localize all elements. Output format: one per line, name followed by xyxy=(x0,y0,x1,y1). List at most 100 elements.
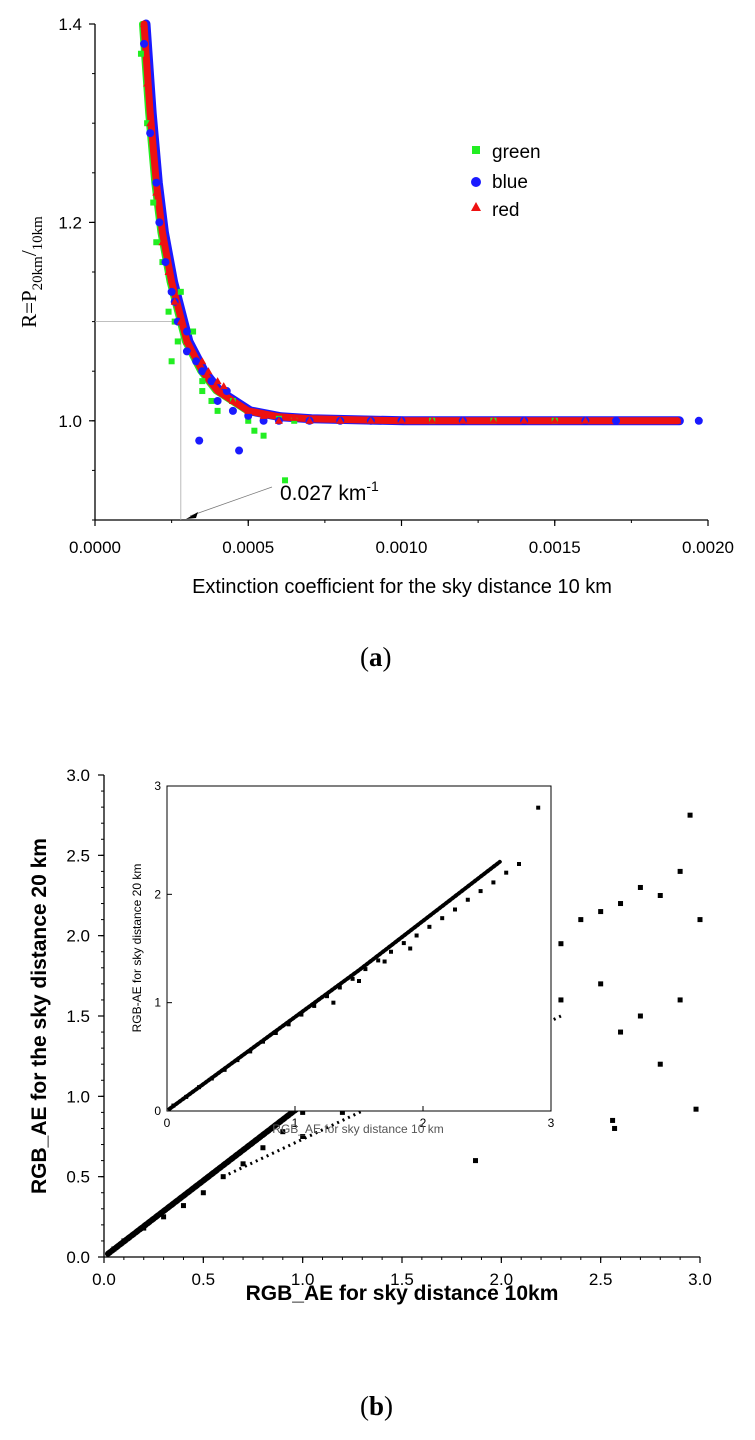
inset-data-point xyxy=(478,889,483,894)
data-point-red xyxy=(213,377,222,385)
inset-data-point xyxy=(453,907,457,912)
x-tick-label-b: 0.0 xyxy=(92,1270,116,1289)
data-point-green xyxy=(199,388,206,395)
legend-label-blue: blue xyxy=(492,172,528,193)
data-point-b xyxy=(300,1134,306,1139)
data-point-blue xyxy=(152,178,161,187)
panel-b-chart: 0.0 0.5 1.0 1.5 2.0 2.5 3.0 0.0 0.5 1.0 1.5 2.0 2.5 3… xyxy=(28,766,712,1305)
panel-label-a-close: ) xyxy=(382,642,392,672)
data-point-b xyxy=(657,893,663,898)
data-point-red xyxy=(673,416,682,424)
inset-data-point xyxy=(504,870,509,875)
data-point-red xyxy=(158,238,167,246)
inset-x-axis-label: RGB_AE for sky distance 10 km xyxy=(272,1122,443,1136)
data-point-red xyxy=(428,416,437,424)
x-tick-label-a: 0.0005 xyxy=(222,538,274,557)
data-point-b xyxy=(558,997,564,1003)
inset-data-point xyxy=(299,1012,304,1017)
data-point-b xyxy=(657,1061,663,1067)
data-point-b xyxy=(180,1203,186,1209)
inset-data-point xyxy=(536,805,541,810)
inset-data-point xyxy=(427,924,432,929)
data-point-red xyxy=(182,337,191,345)
data-point-b xyxy=(578,917,584,923)
inset-data-point xyxy=(248,1049,253,1054)
data-point-green xyxy=(168,358,175,365)
data-point-green xyxy=(190,328,197,335)
inset-data-point xyxy=(209,1076,214,1081)
data-point-green xyxy=(144,120,151,127)
curve-band-red xyxy=(140,20,681,425)
data-point-b xyxy=(473,1158,479,1164)
y-axis-label-a-sub1: 20km xyxy=(30,256,46,291)
annotation-leader-a xyxy=(189,486,273,517)
panel-label-a-open: ( xyxy=(360,642,369,672)
y-tick-label-b: 1.5 xyxy=(66,1007,90,1026)
y-tick-label-b: 0.5 xyxy=(66,1168,90,1187)
inset-data-point xyxy=(261,1039,265,1044)
y-axis-label-a-mid: / xyxy=(17,250,41,256)
legend-marker-green xyxy=(472,146,480,154)
curve-band-green xyxy=(139,21,679,424)
data-point-b xyxy=(300,1109,306,1115)
data-point-green xyxy=(208,397,215,404)
inset-y-axis-label: RGB-AE for sky distance 20 km xyxy=(130,864,144,1033)
data-point-blue xyxy=(146,129,155,138)
data-point-red xyxy=(176,317,185,325)
y-tick-label-b: 0.0 xyxy=(66,1248,90,1267)
plot-area-a xyxy=(95,24,708,520)
data-point-red xyxy=(366,416,375,424)
data-point-b xyxy=(598,909,604,915)
data-point-red xyxy=(152,188,161,196)
data-point-blue xyxy=(198,367,207,376)
inset-y-tick-label: 3 xyxy=(154,779,161,793)
y-axis-label-a-main: R=P xyxy=(17,290,41,328)
x-tick-label-a: 0.0010 xyxy=(376,538,428,557)
data-point-red xyxy=(228,396,237,404)
data-point-blue xyxy=(182,347,191,356)
x-tick-label-b: 1.0 xyxy=(291,1270,315,1289)
data-point-green xyxy=(282,477,289,484)
inset-data-point xyxy=(235,1058,240,1063)
data-point-blue xyxy=(167,287,176,296)
y-tick-label-a: 1.2 xyxy=(58,213,82,232)
y-tick-label-b: 2.0 xyxy=(66,927,90,946)
curve-band-blue xyxy=(141,19,684,426)
data-point-red xyxy=(189,347,198,355)
data-point-blue xyxy=(207,377,216,386)
x-tick-label-b: 2.0 xyxy=(490,1270,514,1289)
annotation-text-a: 0.027 km-1 xyxy=(280,478,379,505)
data-point-red xyxy=(259,411,268,419)
data-point-blue xyxy=(140,39,149,48)
data-point-blue xyxy=(155,218,164,227)
data-point-blue xyxy=(192,357,201,366)
data-point-b xyxy=(121,1238,127,1244)
data-point-b xyxy=(339,1109,345,1115)
x-tick-label-a: 0.0020 xyxy=(682,538,734,557)
legend-marker-blue xyxy=(471,177,481,187)
data-point-b xyxy=(697,917,703,923)
data-point-red xyxy=(219,382,228,390)
data-point-b xyxy=(260,1145,266,1151)
data-point-b xyxy=(637,884,643,890)
data-point-red xyxy=(520,416,529,424)
panel-label-a-letter: a xyxy=(369,642,383,672)
y-axis-label-b: RGB_AE for the sky distance 20 km xyxy=(28,838,51,1194)
inset-data-point xyxy=(331,1000,336,1005)
inset-data-point xyxy=(325,994,329,999)
data-point-b xyxy=(618,1029,624,1035)
data-point-red xyxy=(170,297,179,305)
inset-y-tick-label: 0 xyxy=(154,1104,161,1118)
annotation-arrowhead-a xyxy=(186,512,198,519)
inset-data-point xyxy=(222,1067,227,1072)
svg-text:R=P20km/10km: R=P20km/10km xyxy=(17,216,46,328)
inset-data-point xyxy=(171,1103,176,1108)
legend-label-red: red xyxy=(492,200,519,221)
data-point-red xyxy=(336,416,345,424)
legend-marker-red xyxy=(471,202,481,211)
inset-data-point xyxy=(286,1022,291,1027)
x-tick-label-a: 0.0015 xyxy=(529,538,581,557)
inset-data-point xyxy=(350,976,355,981)
inset-data-point xyxy=(363,967,368,972)
data-point-red xyxy=(143,79,152,87)
